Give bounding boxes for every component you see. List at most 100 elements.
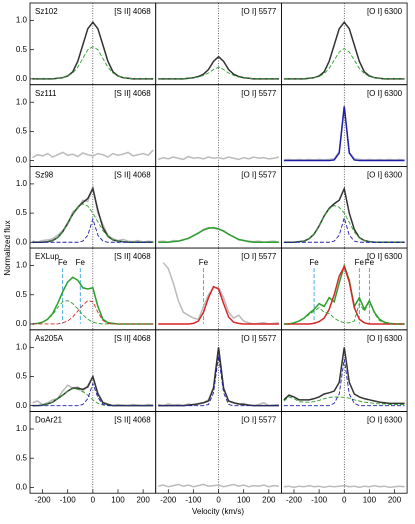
line-label: [O I] 5577: [241, 252, 277, 261]
line-label: [S II] 4068: [114, 7, 151, 16]
x-axis-label: Velocity (km/s): [192, 507, 244, 516]
panel: [O I] 6300: [280, 2, 408, 86]
line-label: [S II] 4068: [114, 89, 151, 98]
star-label: As205A: [35, 334, 64, 343]
x-tick-label: -100: [311, 495, 328, 504]
profile-line: [158, 226, 280, 244]
profile-line: [158, 483, 279, 488]
fe-label: Fe: [365, 258, 375, 267]
profile-line: [158, 66, 279, 80]
panel: [O I] 6300 -200 -100 0 100 200: [280, 411, 408, 504]
x-tick-label: -200: [35, 495, 52, 504]
line-label: [O I] 5577: [241, 334, 277, 343]
y-tick-label: 0.5: [16, 453, 28, 462]
star-label: Sz102: [35, 7, 58, 16]
profile-line: [283, 396, 405, 405]
x-tick-label: -100: [185, 495, 202, 504]
profile-line: [32, 300, 154, 325]
y-tick-label: 1.0: [16, 261, 28, 270]
x-tick-label: 0: [216, 495, 221, 504]
x-tick-label: -200: [286, 495, 303, 504]
x-tick-label: 0: [342, 495, 347, 504]
line-label: [S II] 4068: [114, 252, 151, 261]
y-tick-label: 0.0: [16, 156, 28, 165]
x-tick-label: 200: [262, 495, 276, 504]
fe-label: Fe: [199, 258, 209, 267]
profile-line: [158, 347, 279, 407]
profile-line: [283, 263, 405, 325]
panel: As205A [S II] 4068 0.0 0.5 1.0: [16, 329, 157, 412]
y-tick-label: 0.5: [16, 126, 28, 135]
profile-line: [283, 204, 405, 243]
y-tick-label: 0.5: [16, 372, 28, 381]
y-tick-label: 1.0: [16, 16, 28, 25]
profile-line: [32, 149, 154, 159]
y-tick-label: 1.0: [16, 424, 28, 433]
profile-line: [32, 300, 154, 325]
profile-line: [162, 262, 279, 325]
x-tick-label: 200: [388, 495, 402, 504]
y-tick-label: 0.5: [16, 208, 28, 217]
panel: [O I] 5577: [155, 84, 282, 167]
line-label: [O I] 5577: [241, 7, 277, 16]
profile-line: [283, 300, 405, 325]
panel: Fe [O I] 5577: [155, 247, 282, 331]
line-label: [S II] 4068: [114, 416, 151, 425]
line-label: [S II] 4068: [114, 334, 151, 343]
line-label: [O I] 6300: [367, 7, 403, 16]
y-tick-label: 0.0: [16, 482, 28, 491]
line-label: [O I] 6300: [367, 89, 403, 98]
line-label: [O I] 5577: [241, 416, 277, 425]
line-label: [S II] 4068: [114, 171, 151, 180]
y-tick-label: 0.0: [16, 319, 28, 328]
profile-line: [32, 382, 154, 407]
profile-line: [32, 46, 154, 80]
panel: Sz102 [S II] 4068 0.0 0.5 1.0: [16, 2, 157, 86]
panel: DoAr21 [S II] 4068 0.0 0.5 1.0 -200 -100 0 100 20…: [16, 411, 157, 504]
y-tick-label: 1.0: [16, 97, 28, 106]
profile-line: [283, 347, 405, 405]
fe-label: Fe: [76, 258, 86, 267]
star-label: Sz98: [35, 171, 54, 180]
star-label: DoAr21: [35, 416, 63, 425]
profile-line: [32, 203, 154, 243]
line-label: [O I] 5577: [241, 89, 277, 98]
profile-line: [158, 355, 279, 407]
star-label: Sz111: [35, 89, 57, 98]
profile-line: [283, 47, 405, 80]
profile-line: [158, 285, 279, 325]
x-tick-label: 200: [136, 495, 150, 504]
x-tick-label: -200: [160, 495, 177, 504]
fe-label: Fe: [309, 258, 319, 267]
x-tick-label: 100: [237, 495, 251, 504]
y-tick-label: 0.0: [16, 401, 28, 410]
line-label: [O I] 6300: [367, 171, 403, 180]
profile-line: [32, 217, 154, 243]
y-tick-label: 1.0: [16, 179, 28, 188]
y-tick-label: 0.5: [16, 45, 28, 54]
profile-line: [158, 347, 279, 407]
star-label: EXLup: [35, 252, 60, 261]
panel: [O I] 5577 -200 -100 0 100 200: [155, 411, 282, 504]
panel: [O I] 6300: [280, 329, 408, 412]
line-label: [O I] 5577: [241, 171, 277, 180]
y-axis-label: Normalized flux: [3, 220, 12, 275]
y-tick-label: 0.0: [16, 74, 28, 83]
x-tick-label: 0: [91, 495, 96, 504]
x-tick-label: 100: [111, 495, 125, 504]
panel: [O I] 5577: [155, 165, 282, 249]
fe-label: Fe: [58, 258, 68, 267]
panel: [O I] 6300: [280, 165, 408, 249]
profile-line: [283, 358, 405, 407]
profile-line: [283, 216, 405, 243]
panel: [O I] 5577: [155, 329, 282, 412]
panel: [O I] 5577: [155, 2, 282, 86]
profile-line: [283, 484, 405, 489]
y-tick-label: 0.5: [16, 290, 28, 299]
profile-line: [283, 106, 405, 162]
y-tick-label: 0.0: [16, 237, 28, 246]
line-label: [O I] 6300: [367, 416, 403, 425]
panel: [O I] 6300: [280, 84, 408, 167]
